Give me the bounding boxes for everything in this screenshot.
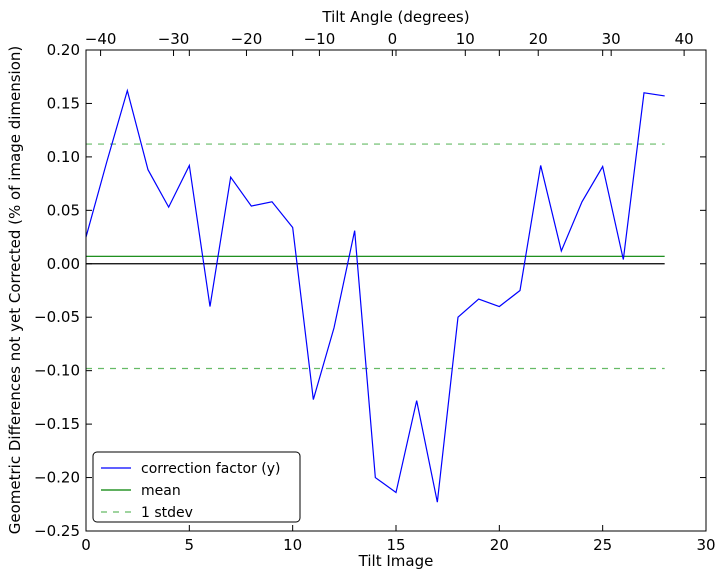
y-tick-label: −0.15 <box>34 415 80 433</box>
y-tick-label: 0.20 <box>47 41 80 59</box>
x-tick-label: 15 <box>386 536 405 554</box>
y-tick-label: 0.05 <box>47 201 80 219</box>
top-tick-label: 40 <box>675 30 694 48</box>
top-tick-label: −10 <box>304 30 336 48</box>
top-tick-label: 30 <box>602 30 621 48</box>
y-tick-label: −0.10 <box>34 362 80 380</box>
legend-label: mean <box>141 483 181 499</box>
y-tick-label: −0.20 <box>34 469 80 487</box>
top-tick-label: −40 <box>85 30 117 48</box>
x-tick-label: 0 <box>81 536 91 554</box>
plot-area <box>86 50 706 531</box>
top-tick-label: 20 <box>529 30 548 48</box>
top-tick-label: −30 <box>158 30 190 48</box>
x-tick-label: 5 <box>185 536 195 554</box>
legend-label: correction factor (y) <box>141 461 280 477</box>
x-tick-label: 20 <box>490 536 509 554</box>
legend: correction factor (y) mean 1 stdev <box>92 451 301 523</box>
y-tick-label: 0.15 <box>47 94 80 112</box>
top-tick-label: 0 <box>388 30 398 48</box>
top-tick-label: 10 <box>456 30 475 48</box>
series-line-0 <box>85 88 665 503</box>
y-tick-label: 0.10 <box>47 148 80 166</box>
top-tick-label: −20 <box>231 30 263 48</box>
x-tick-label: 25 <box>593 536 612 554</box>
legend-box <box>92 451 301 523</box>
x-axis-title: Tilt Image <box>358 552 434 570</box>
y-tick-label: −0.25 <box>34 522 80 540</box>
y-tick-label: −0.05 <box>34 308 80 326</box>
y-axis-title: Geometric Differences not yet Corrected … <box>6 46 24 535</box>
ticks-layer: 0 5 10 15 20 25 30 −0.25 −0.20 −0.15 −0.10 −0.05 0.0… <box>34 30 716 554</box>
top-axis-title: Tilt Angle (degrees) <box>321 8 469 26</box>
legend-label: 1 stdev <box>141 505 193 521</box>
x-tick-label: 10 <box>283 536 302 554</box>
series-layer <box>85 88 665 503</box>
y-tick-label: 0.00 <box>47 255 80 273</box>
x-tick-label: 30 <box>696 536 715 554</box>
